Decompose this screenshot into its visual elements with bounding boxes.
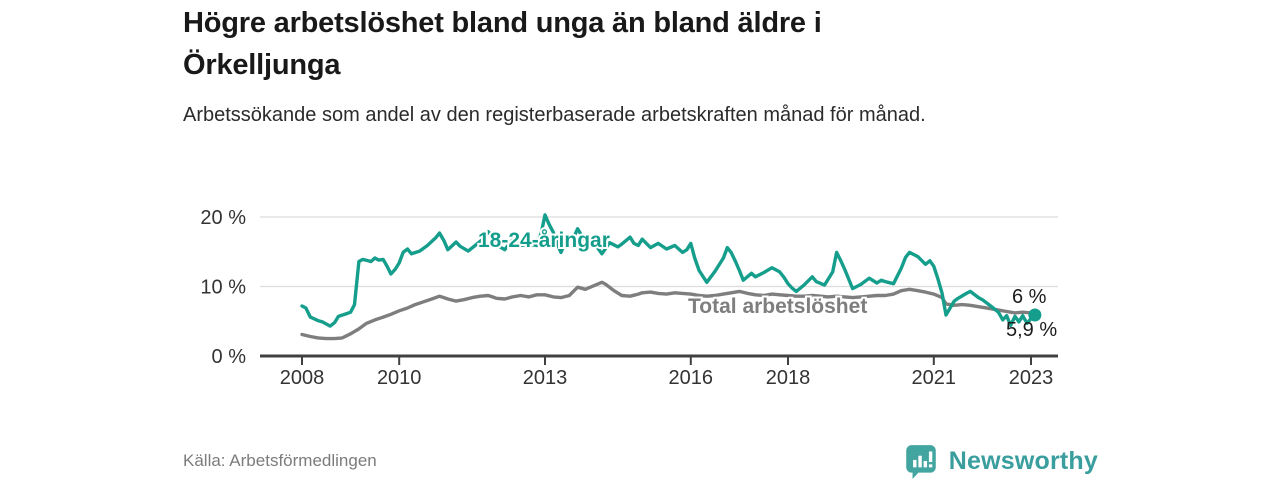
x-tick-label-2023: 2023: [1009, 367, 1054, 389]
chart-footer: Källa: Arbetsförmedlingen Newsworthy: [183, 442, 1098, 480]
series-line-total: [300, 280, 1037, 341]
line-chart-canvas: 0 % 10 % 20 % 2008 2010 2013 2016 2018 2021 2023 T…: [200, 207, 1058, 389]
chart-header: Högre arbetslöshet bland unga än bland ä…: [183, 2, 1023, 130]
x-tick-label-2008: 2008: [280, 367, 325, 389]
series-label-total: Total arbetslöshet: [688, 295, 867, 318]
x-tick-label-2016: 2016: [669, 367, 714, 389]
y-tick-label-0: 0 %: [212, 346, 247, 368]
series-line-youth: [300, 213, 1037, 328]
chart-title: Högre arbetslöshet bland unga än bland ä…: [183, 7, 822, 81]
y-tick-label-10: 10 %: [200, 277, 246, 299]
x-tick-label-2021: 2021: [912, 367, 957, 389]
end-value-label-youth: 5,9 %: [1006, 319, 1057, 341]
end-value-label-total: 6 %: [1012, 286, 1047, 308]
series-label-youth: 18-24-åringar: [478, 229, 610, 252]
brand-wordmark: Newsworthy: [948, 446, 1098, 475]
y-tick-label-20: 20 %: [200, 207, 246, 229]
line-chart: 0 % 10 % 20 % 2008 2010 2013 2016 2018 2021 2023 T…: [190, 195, 1080, 405]
x-tick-label-2018: 2018: [766, 367, 811, 389]
x-tick-label-2013: 2013: [523, 367, 568, 389]
chart-subtitle: Arbetssökande som andel av den registerb…: [183, 104, 926, 126]
source-note: Källa: Arbetsförmedlingen: [183, 451, 377, 470]
latest-value-dot: [1028, 308, 1042, 322]
bar-chart-speech-bubble-icon: [905, 445, 936, 479]
newsworthy-logo: Newsworthy: [902, 442, 1098, 480]
x-tick-label-2010: 2010: [377, 367, 422, 389]
